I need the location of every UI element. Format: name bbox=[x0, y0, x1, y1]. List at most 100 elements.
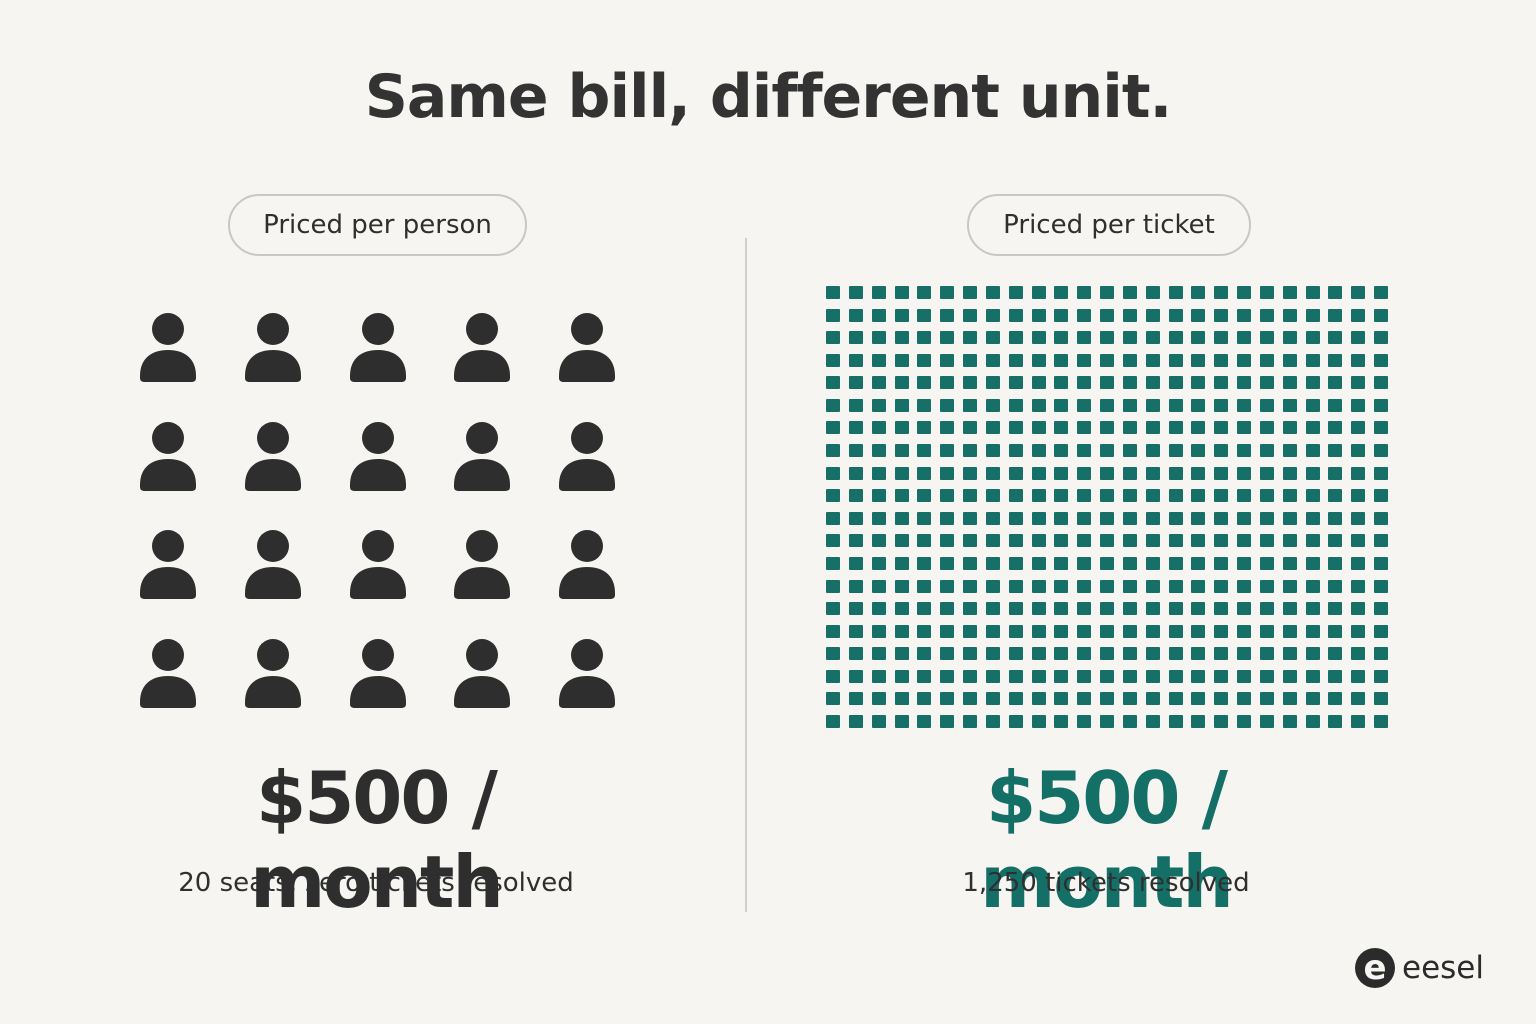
ticket-tile bbox=[1008, 624, 1023, 638]
ticket-tile bbox=[940, 715, 955, 728]
ticket-tile bbox=[871, 647, 886, 661]
ticket-tile bbox=[1145, 466, 1160, 480]
ticket-tile bbox=[848, 444, 863, 458]
ticket-tile bbox=[1077, 715, 1092, 728]
ticket-tile bbox=[848, 511, 863, 525]
eesel-logo-text: eesel bbox=[1402, 950, 1484, 986]
ticket-tile bbox=[1214, 308, 1229, 322]
ticket-tile bbox=[1305, 286, 1320, 299]
ticket-tile bbox=[1031, 308, 1046, 322]
person-icon bbox=[244, 421, 301, 497]
ticket-tile bbox=[1328, 715, 1343, 728]
ticket-tile bbox=[1305, 331, 1320, 345]
ticket-tile bbox=[848, 624, 863, 638]
ticket-tile bbox=[1054, 308, 1069, 322]
ticket-tile bbox=[1122, 556, 1137, 570]
ticket-tile bbox=[1282, 556, 1297, 570]
ticket-tile bbox=[1100, 579, 1114, 593]
ticket-tile bbox=[1305, 466, 1320, 480]
person-icon bbox=[454, 312, 511, 388]
ticket-tile bbox=[1214, 489, 1229, 503]
ticket-tile bbox=[1259, 556, 1274, 570]
ticket-tile bbox=[1054, 421, 1069, 435]
ticket-tile bbox=[1122, 331, 1137, 345]
ticket-tile bbox=[1054, 624, 1069, 638]
ticket-tile bbox=[1054, 353, 1069, 367]
ticket-tile bbox=[1305, 624, 1320, 638]
ticket-tile bbox=[1351, 511, 1366, 525]
ticket-tile bbox=[1031, 331, 1046, 345]
ticket-tile bbox=[1122, 444, 1137, 458]
person-icon bbox=[349, 529, 406, 605]
ticket-tile bbox=[871, 511, 886, 525]
ticket-tile bbox=[1145, 624, 1160, 638]
ticket-tile bbox=[894, 421, 909, 435]
ticket-tile bbox=[1305, 602, 1320, 616]
ticket-tile bbox=[1351, 308, 1366, 322]
ticket-tile bbox=[1008, 398, 1023, 412]
ticket-tile bbox=[940, 579, 955, 593]
ticket-tile bbox=[1259, 647, 1274, 661]
ticket-tile bbox=[1191, 353, 1206, 367]
ticket-tile bbox=[1054, 602, 1069, 616]
ticket-tile bbox=[1077, 556, 1092, 570]
per-person-price: $500 / month bbox=[250, 756, 503, 924]
ticket-tile bbox=[1054, 489, 1069, 503]
ticket-tile bbox=[1145, 489, 1160, 503]
ticket-tile bbox=[894, 579, 909, 593]
ticket-tile bbox=[894, 444, 909, 458]
ticket-tile bbox=[1282, 398, 1297, 412]
ticket-tile bbox=[1328, 398, 1343, 412]
ticket-tile bbox=[917, 308, 932, 322]
priced-per-ticket-pill: Priced per ticket bbox=[967, 194, 1251, 256]
ticket-tile bbox=[1214, 534, 1229, 548]
ticket-tile bbox=[1077, 602, 1092, 616]
ticket-tile bbox=[1077, 308, 1092, 322]
person-icon bbox=[140, 638, 196, 714]
ticket-tile bbox=[826, 308, 840, 322]
ticket-tile bbox=[1351, 692, 1366, 706]
priced-per-person-label: Priced per person bbox=[263, 210, 492, 240]
ticket-tile bbox=[1031, 647, 1046, 661]
ticket-tile bbox=[1237, 511, 1251, 525]
ticket-tile bbox=[1077, 466, 1092, 480]
ticket-tile bbox=[1282, 534, 1297, 548]
ticket-tile bbox=[871, 286, 886, 299]
ticket-tile bbox=[871, 421, 886, 435]
priced-per-ticket-label: Priced per ticket bbox=[1003, 210, 1215, 240]
ticket-tile bbox=[1191, 421, 1206, 435]
ticket-tile bbox=[1259, 331, 1274, 345]
ticket-tile bbox=[1259, 579, 1274, 593]
ticket-tile bbox=[871, 308, 886, 322]
ticket-tile bbox=[1168, 511, 1183, 525]
ticket-tile bbox=[848, 376, 863, 390]
ticket-tile bbox=[963, 692, 977, 706]
ticket-tile bbox=[1259, 534, 1274, 548]
ticket-tile bbox=[1237, 579, 1251, 593]
ticket-tile bbox=[963, 286, 977, 299]
ticket-tile bbox=[1100, 534, 1114, 548]
ticket-tile bbox=[1282, 669, 1297, 683]
ticket-tile bbox=[1054, 466, 1069, 480]
ticket-tile bbox=[1100, 647, 1114, 661]
ticket-tile bbox=[1054, 376, 1069, 390]
ticket-tile bbox=[1122, 398, 1137, 412]
ticket-tile bbox=[1351, 331, 1366, 345]
ticket-tile bbox=[1100, 511, 1114, 525]
ticket-tile bbox=[1237, 376, 1251, 390]
ticket-tile bbox=[894, 647, 909, 661]
ticket-tile bbox=[1374, 556, 1388, 570]
ticket-tile bbox=[917, 286, 932, 299]
ticket-tile bbox=[826, 398, 840, 412]
ticket-tile bbox=[1351, 715, 1366, 728]
ticket-tile bbox=[1351, 421, 1366, 435]
ticket-tile bbox=[963, 331, 977, 345]
ticket-tile bbox=[1077, 489, 1092, 503]
ticket-tile bbox=[1008, 534, 1023, 548]
ticket-tile bbox=[963, 511, 977, 525]
ticket-tile bbox=[1008, 286, 1023, 299]
ticket-tile bbox=[848, 421, 863, 435]
ticket-tile bbox=[1374, 376, 1388, 390]
ticket-tile bbox=[1282, 466, 1297, 480]
ticket-tile bbox=[894, 556, 909, 570]
